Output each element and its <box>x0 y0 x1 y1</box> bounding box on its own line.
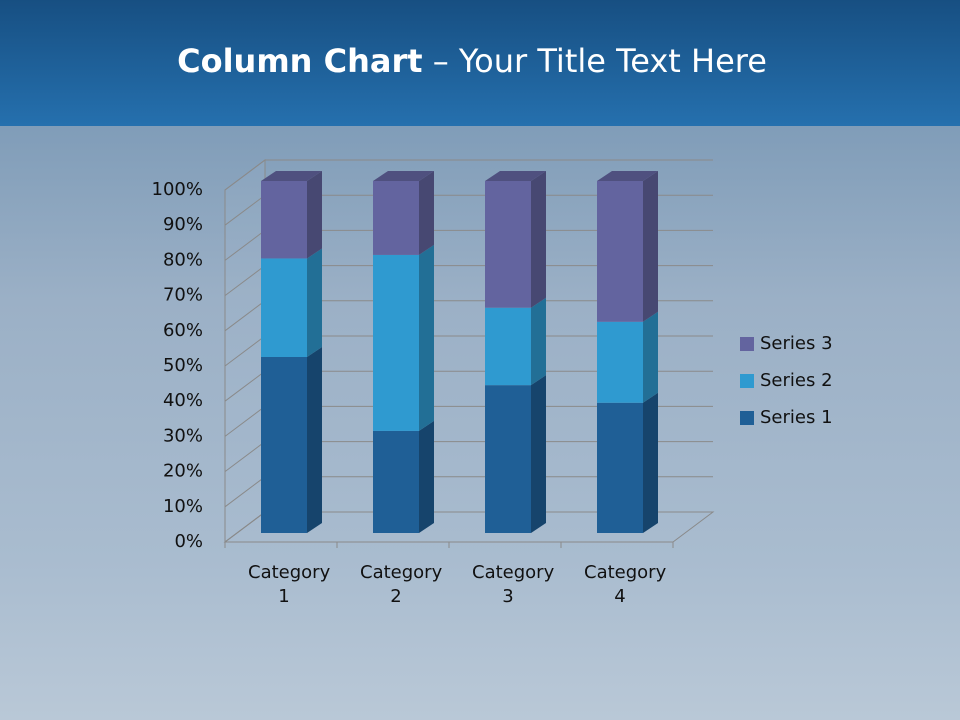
x-tick-label: Category 2 <box>360 562 443 607</box>
bar-top <box>261 171 322 181</box>
bar <box>485 385 531 533</box>
bar-side <box>531 297 546 386</box>
slide-title: Column Chart – Your Title Text Here <box>0 42 944 80</box>
bar-side <box>419 420 434 533</box>
bar <box>373 254 419 431</box>
bar-side <box>419 244 434 431</box>
bar <box>597 321 643 403</box>
x-tick-label: Category 3 <box>472 562 555 607</box>
legend-swatch <box>740 411 754 425</box>
bar <box>485 307 531 386</box>
y-tick-label: 10% <box>163 496 203 517</box>
bar <box>261 357 307 533</box>
legend-label: Series 1 <box>760 407 833 428</box>
bar-side <box>643 392 658 533</box>
legend-label: Series 3 <box>760 333 833 354</box>
y-tick-label: 70% <box>163 285 203 306</box>
bar-top <box>373 171 434 181</box>
x-tick-label: Category 1 <box>248 562 331 607</box>
grid-line <box>224 159 713 191</box>
bar-side <box>419 171 434 255</box>
bar <box>597 181 643 322</box>
y-tick-label: 100% <box>152 179 203 200</box>
bar-side <box>307 347 322 533</box>
bar-side <box>643 311 658 403</box>
bar-side <box>643 171 658 322</box>
y-tick-label: 80% <box>163 249 203 270</box>
bar-top <box>597 171 658 181</box>
legend-swatch <box>740 374 754 388</box>
y-tick-label: 50% <box>163 355 203 376</box>
bar <box>373 430 419 533</box>
bar <box>373 181 419 255</box>
legend-label: Series 2 <box>760 370 833 391</box>
bar <box>261 258 307 357</box>
legend-swatch <box>740 337 754 351</box>
bar <box>261 181 307 259</box>
x-tick-label: Category 4 <box>584 562 667 607</box>
y-tick-label: 20% <box>163 461 203 482</box>
y-tick-label: 90% <box>163 214 203 235</box>
title-bold: Column Chart <box>177 42 423 80</box>
header-band <box>0 0 960 126</box>
y-tick-label: 0% <box>174 531 203 552</box>
y-tick-label: 60% <box>163 320 203 341</box>
bar-side <box>531 375 546 533</box>
title-rest: – Your Title Text Here <box>432 42 767 80</box>
y-tick-label: 40% <box>163 390 203 411</box>
bar-top <box>485 171 546 181</box>
bar-side <box>531 171 546 308</box>
bar-side <box>307 248 322 357</box>
y-tick-label: 30% <box>163 425 203 446</box>
bar <box>485 181 531 308</box>
bar <box>597 402 643 533</box>
bar-side <box>307 171 322 259</box>
